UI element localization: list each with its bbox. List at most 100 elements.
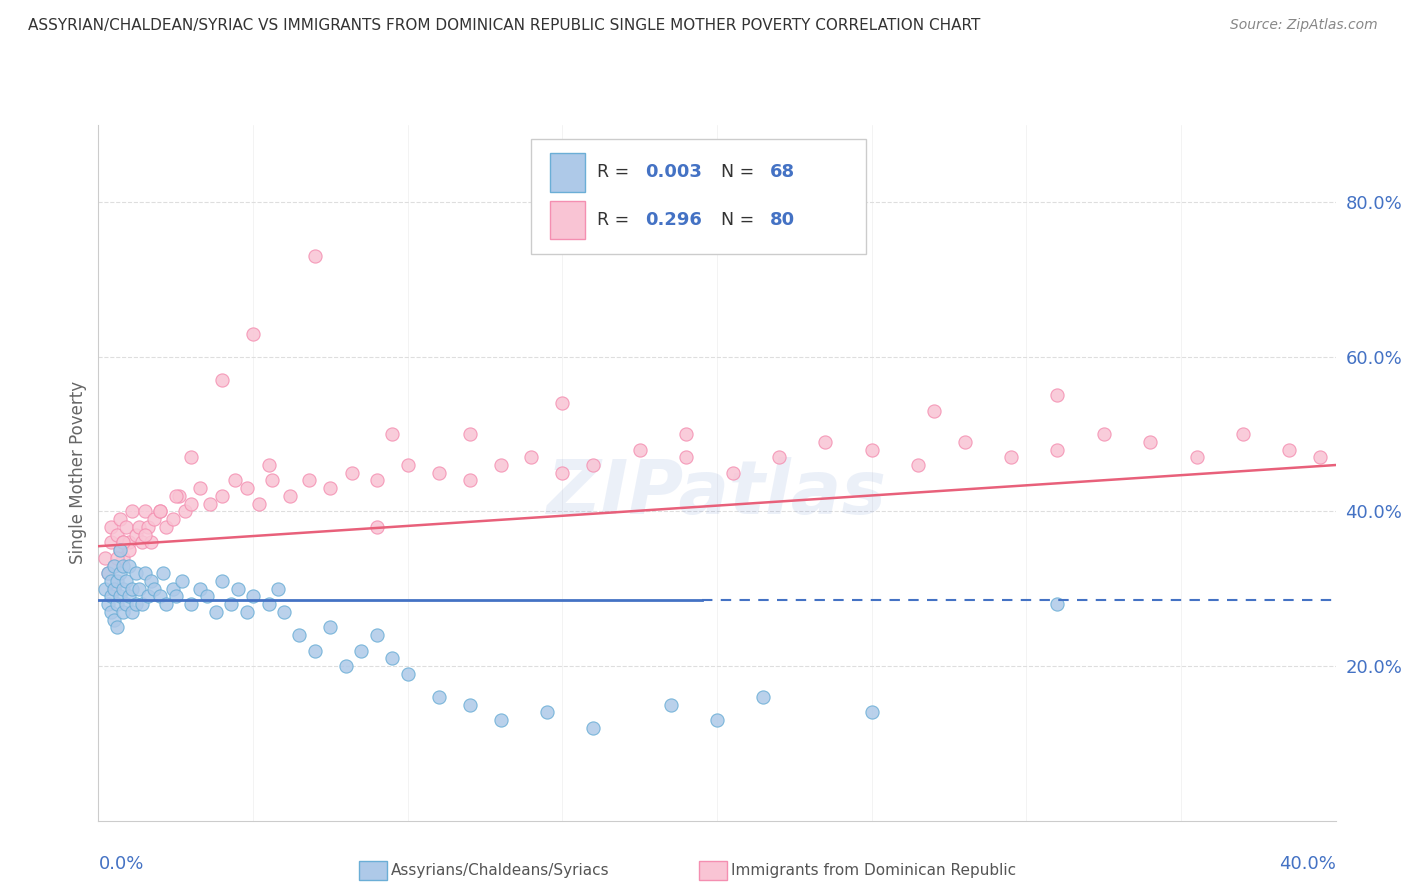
Point [260,474,283,488]
Point [108,512,131,526]
Point [288,628,311,642]
Point [118,543,141,558]
Point [103,582,125,596]
Point [721,466,744,480]
Point [124,566,146,581]
Point [108,543,131,558]
Point [582,458,605,472]
Text: Immigrants from Dominican Republic: Immigrants from Dominican Republic [731,863,1017,878]
Point [128,520,150,534]
Point [112,535,135,549]
Point [350,643,373,657]
Point [195,590,218,604]
Point [131,597,153,611]
Point [152,566,174,581]
Point [247,497,270,511]
Point [155,520,177,534]
Point [860,706,883,720]
Point [128,582,150,596]
Point [1309,450,1331,465]
Point [162,582,184,596]
Point [860,442,883,457]
Point [458,427,481,442]
Point [112,535,135,549]
Text: N =: N = [721,211,759,229]
Point [304,643,326,657]
Point [97,566,120,581]
Point [139,535,162,549]
Point [922,404,945,418]
Point [190,582,212,596]
Point [520,450,543,465]
Point [170,574,193,588]
Point [115,520,138,534]
Point [190,481,212,495]
Point [124,527,146,541]
Point [198,497,221,511]
Point [267,582,290,596]
Point [319,620,342,634]
Point [131,535,153,549]
Point [112,550,135,565]
Text: R =: R = [598,211,634,229]
Point [121,605,143,619]
Point [752,690,775,704]
Point [115,597,138,611]
Point [93,582,115,596]
Point [1000,450,1022,465]
Point [242,326,264,341]
Point [103,558,125,573]
Point [134,566,156,581]
Point [105,620,128,634]
Point [100,520,122,534]
Point [628,442,651,457]
Point [108,590,131,604]
Point [105,550,128,565]
Point [427,690,450,704]
Point [100,590,122,604]
Point [211,489,233,503]
Point [97,566,120,581]
Point [149,504,172,518]
Point [100,535,122,549]
Point [675,450,697,465]
Point [953,434,976,449]
Y-axis label: Single Mother Poverty: Single Mother Poverty [69,381,87,565]
Point [659,698,682,712]
Point [273,605,295,619]
Point [236,605,259,619]
Point [1232,427,1254,442]
Point [112,558,135,573]
Point [1046,597,1069,611]
Point [143,512,166,526]
Point [226,582,249,596]
Point [108,543,131,558]
Point [115,574,138,588]
Point [112,582,135,596]
Point [205,605,228,619]
Point [103,582,125,596]
Point [242,590,264,604]
Point [907,458,929,472]
Point [768,450,790,465]
Point [396,666,419,681]
Point [224,474,246,488]
Point [103,613,125,627]
Point [139,574,162,588]
Point [155,597,177,611]
Point [381,651,404,665]
Point [335,659,357,673]
Point [366,474,388,488]
Point [1185,450,1208,465]
Point [489,458,512,472]
Point [121,582,143,596]
Point [162,512,184,526]
Point [551,466,574,480]
Point [105,527,128,541]
Text: 40.0%: 40.0% [1279,855,1336,873]
Point [136,520,159,534]
Point [319,481,342,495]
Point [257,597,280,611]
Point [121,504,143,518]
FancyBboxPatch shape [550,201,585,239]
